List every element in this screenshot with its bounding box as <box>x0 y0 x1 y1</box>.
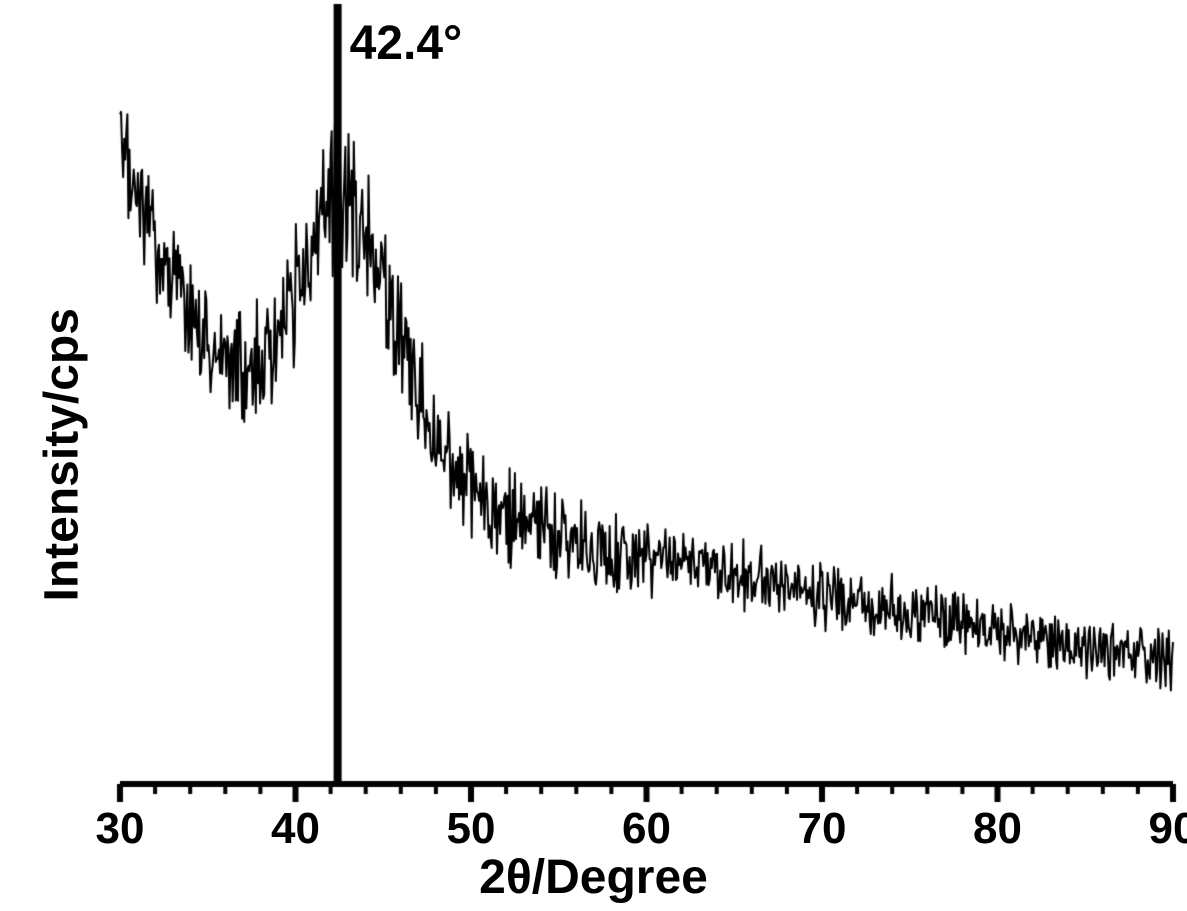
x-tick-label: 90 <box>1149 804 1187 854</box>
y-axis-label: Intensity/cps <box>35 308 90 601</box>
x-tick-label: 30 <box>96 804 145 854</box>
x-tick-label: 70 <box>798 804 847 854</box>
xrd-chart: Intensity/cps 2θ/Degree 30 40 50 60 70 80 90 4… <box>0 0 1187 911</box>
chart-canvas <box>0 0 1187 911</box>
x-tick-label: 80 <box>973 804 1022 854</box>
x-tick-label: 50 <box>447 804 496 854</box>
x-axis-label: 2θ/Degree <box>0 850 1187 905</box>
x-tick-label: 60 <box>622 804 671 854</box>
peak-label: 42.4° <box>350 16 463 71</box>
x-tick-label: 40 <box>271 804 320 854</box>
